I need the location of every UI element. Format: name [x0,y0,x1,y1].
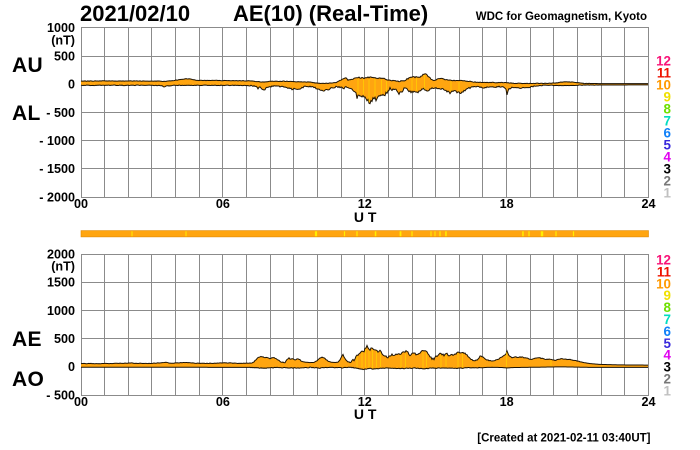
svg-text:2: 2 [664,174,671,189]
svg-text:- 500: - 500 [46,388,75,402]
svg-text:- 1000: - 1000 [39,134,75,148]
svg-text:1500: 1500 [47,276,75,290]
svg-text:10: 10 [656,276,671,291]
svg-text:1000: 1000 [47,304,75,318]
svg-text:1000: 1000 [47,21,75,35]
svg-text:AO: AO [12,368,44,391]
svg-text:- 500: - 500 [46,106,75,120]
svg-text:6: 6 [664,324,671,339]
svg-text:11: 11 [657,66,672,81]
svg-text:9: 9 [664,90,671,105]
svg-text:10: 10 [656,78,671,93]
svg-text:12: 12 [656,253,671,268]
svg-text:2: 2 [664,371,671,386]
svg-text:12: 12 [358,395,372,409]
svg-text:- 2000: - 2000 [39,190,75,204]
svg-text:00: 00 [74,197,88,211]
svg-text:AE(10) (Real-Time): AE(10) (Real-Time) [233,1,428,26]
svg-text:9: 9 [664,288,671,303]
svg-text:(nT): (nT) [51,260,75,274]
svg-text:AU: AU [12,54,43,77]
svg-text:11: 11 [657,265,672,280]
svg-text:- 1500: - 1500 [39,162,75,176]
svg-text:12: 12 [358,197,372,211]
svg-text:00: 00 [74,395,88,409]
svg-text:4: 4 [664,348,672,363]
svg-text:18: 18 [500,197,514,211]
svg-text:1: 1 [664,186,672,201]
svg-text:06: 06 [216,197,230,211]
svg-text:8: 8 [664,300,672,315]
svg-text:24: 24 [641,197,655,211]
svg-text:18: 18 [500,395,514,409]
svg-text:7: 7 [664,114,671,129]
svg-text:5: 5 [664,336,672,351]
svg-text:2021/02/10: 2021/02/10 [80,1,190,26]
svg-text:3: 3 [664,360,671,375]
svg-text:8: 8 [664,102,672,117]
svg-text:0: 0 [68,360,75,374]
svg-text:12: 12 [656,54,671,69]
svg-text:AL: AL [12,102,41,125]
svg-text:AE: AE [12,328,42,351]
svg-text:WDC for Geomagnetism, Kyoto: WDC for Geomagnetism, Kyoto [476,11,647,23]
svg-text:6: 6 [664,126,671,141]
svg-text:0: 0 [68,78,75,92]
svg-text:[Created at 2021-02-11 03:40UT: [Created at 2021-02-11 03:40UT] [477,433,650,445]
svg-text:1: 1 [664,383,672,398]
svg-text:24: 24 [641,395,655,409]
svg-text:U T: U T [354,406,377,422]
svg-text:500: 500 [54,49,75,63]
svg-text:500: 500 [54,332,75,346]
svg-text:5: 5 [664,138,672,153]
svg-text:7: 7 [664,312,671,327]
svg-text:U T: U T [354,209,377,225]
svg-text:3: 3 [664,162,671,177]
svg-text:06: 06 [216,395,230,409]
svg-text:4: 4 [664,150,672,165]
svg-text:(nT): (nT) [51,33,75,47]
svg-text:2000: 2000 [47,247,75,261]
